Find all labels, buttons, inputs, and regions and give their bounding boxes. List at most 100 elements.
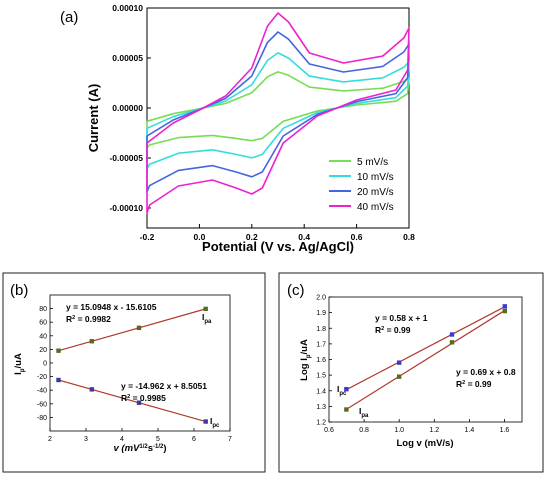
x-axis-label-b-end: ): [163, 443, 166, 454]
y-axis-label-b-sub: p: [20, 368, 26, 372]
x-tick-label-a: 0.6: [351, 232, 363, 242]
x-tick-label: 0.8: [359, 427, 369, 434]
x-ticks-b: 2 3 4 5 6 7: [48, 428, 232, 443]
panel-border-c: [278, 272, 544, 473]
data-point: [396, 360, 402, 365]
x-tick-label: 1.0: [394, 427, 404, 434]
y-tick-label-a: 0.00005: [112, 53, 143, 63]
plot-frame-a: [146, 7, 410, 229]
y-tick-label: 1.2: [316, 420, 326, 427]
fit-line: [58, 308, 206, 352]
panel-c: (c) 1.2 1.3 1.4 1.5 1.6 1.7 1.8 1.9 2.0 0.6 0.8 1.…: [278, 272, 544, 473]
data-point: [89, 387, 95, 392]
panel-label-c: (c): [287, 282, 305, 299]
y-tick-label: -40: [37, 388, 47, 395]
x-axis-label-b-sup2: -1/2: [153, 444, 164, 450]
data-point: [203, 306, 208, 312]
scatter-b: y = 15.0948 x - 15.6105 R2 = 0.9982 Ipa y =…: [56, 302, 220, 429]
data-point: [502, 304, 508, 309]
x-tick-label-a: 0.4: [298, 232, 310, 242]
x-tick-label: 1.6: [500, 427, 510, 434]
y-tick-label: 1.4: [316, 388, 326, 395]
data-point: [136, 400, 142, 405]
series-label: Ipa: [359, 406, 369, 419]
y-axis-label-b-end: /uA: [13, 353, 24, 368]
y-tick-label: 1.3: [316, 404, 326, 411]
fit-r-squared: R2 = 0.99: [456, 379, 492, 389]
y-tick-label: -20: [37, 374, 47, 381]
series-label: Ipa: [202, 312, 212, 325]
x-tick-label: 0.6: [324, 427, 334, 434]
series-label: Ipc: [337, 384, 347, 397]
y-tick-label: 20: [39, 347, 47, 354]
fit-line: [58, 379, 206, 423]
fit-line: [346, 306, 506, 391]
x-ticks-c: 0.6 0.8 1.0 1.2 1.4 1.6: [324, 419, 509, 434]
legend-entry: 40 mV/s: [357, 202, 394, 213]
data-point: [449, 332, 455, 337]
y-axis-label-c-sub: p: [306, 354, 312, 358]
x-tick-label: 1.4: [464, 427, 474, 434]
y-tick-label: -60: [37, 401, 47, 408]
x-tick-label-a: 0.2: [246, 232, 258, 242]
y-tick-label: 1.8: [316, 326, 326, 333]
x-ticks-a: -0.2 0.0 0.2 0.4 0.6 0.8: [140, 224, 415, 242]
y-tick-label-a: -0.00010: [109, 203, 143, 213]
cv-curve: [146, 71, 410, 149]
y-axis-label-b-main: I: [13, 372, 24, 375]
x-axis-label-b-main: v (mV: [113, 443, 140, 454]
cv-curves: [146, 12, 410, 214]
cv-curve: [146, 12, 410, 214]
legend-entry: 20 mV/s: [357, 187, 394, 198]
y-tick-label: -80: [37, 415, 47, 422]
x-tick-label: 2: [48, 436, 52, 443]
data-point: [449, 340, 455, 345]
fit-equation: y = 0.58 x + 1: [375, 313, 428, 323]
fit-r-squared: R2 = 0.9985: [121, 393, 166, 403]
x-tick-label: 1.2: [429, 427, 439, 434]
y-tick-label: 2.0: [316, 295, 326, 302]
y-axis-label-b: Ip/uA: [13, 353, 26, 375]
data-point: [56, 348, 61, 353]
x-tick-label: 4: [120, 436, 124, 443]
x-axis-label-b: v (mV1/2s-1/2): [113, 443, 166, 454]
x-tick-label-a: -0.2: [140, 232, 155, 242]
series-label: Ipc: [210, 416, 220, 429]
x-axis-label-a: Potential (V vs. Ag/AgCl): [202, 239, 354, 254]
x-tick-label-a: 0.0: [193, 232, 205, 242]
y-tick-label: 1.5: [316, 373, 326, 380]
y-tick-label: 1.9: [316, 310, 326, 317]
data-point: [56, 377, 61, 383]
data-point: [203, 419, 208, 424]
y-axis-label-c: Log Ip/uA: [299, 339, 312, 381]
y-tick-label: 1.6: [316, 357, 326, 364]
fit-line: [346, 309, 506, 410]
legend-a: 5 mV/s 10 mV/s 20 mV/s 40 mV/s: [329, 157, 394, 213]
x-axis-label-b-sup: 1/2: [139, 444, 148, 450]
legend-entry: 5 mV/s: [357, 157, 388, 168]
x-axis-label-b-mid: s: [148, 443, 153, 454]
data-point: [344, 407, 349, 412]
panel-a: (a) -0.00010 -0.00005 0.00000 0.00005 0.0001…: [60, 3, 415, 254]
legend-entry: 10 mV/s: [357, 172, 394, 183]
panel-label-a: (a): [60, 9, 78, 26]
data-point: [502, 308, 508, 314]
y-tick-label: 1.7: [316, 341, 326, 348]
y-tick-label: 80: [39, 306, 47, 313]
y-ticks-b: -80 -60 -40 -20 0 20 40 60 80: [37, 306, 53, 422]
fit-equation: y = -14.962 x + 8.5051: [121, 381, 207, 391]
scatter-c: y = 0.58 x + 1 R2 = 0.99 Ipc y = 0.69 x + 0…: [337, 304, 516, 419]
y-axis-label-a: Current (A): [86, 84, 101, 153]
x-tick-label: 7: [228, 436, 232, 443]
panel-label-b: (b): [10, 282, 28, 299]
y-axis-label-c-main: Log I: [299, 358, 310, 381]
fit-r-squared: R2 = 0.9982: [66, 314, 111, 324]
x-tick-label: 5: [156, 436, 160, 443]
data-point: [344, 386, 349, 392]
y-tick-label: 40: [39, 333, 47, 340]
x-tick-label: 3: [84, 436, 88, 443]
y-ticks-a: -0.00010 -0.00005 0.00000 0.00005 0.00010: [109, 3, 151, 213]
y-axis-label-c-end: /uA: [299, 339, 310, 354]
y-tick-label-a: 0.00010: [112, 3, 143, 13]
